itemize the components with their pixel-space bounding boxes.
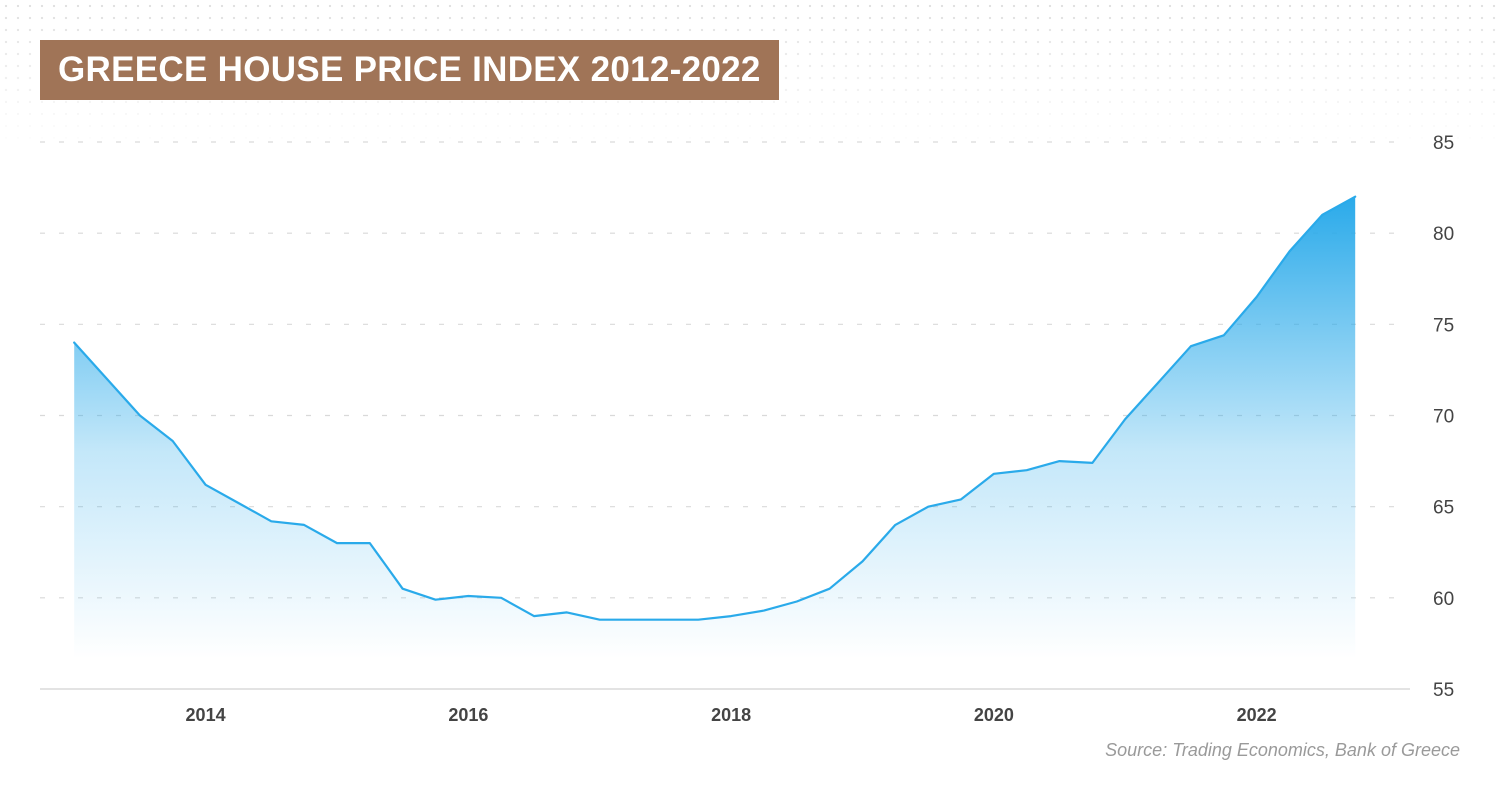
- area-fill: [74, 196, 1356, 659]
- x-axis: 2014 2016 2018 2020 2022: [186, 705, 1277, 725]
- y-tick-label: 65: [1433, 498, 1454, 519]
- y-tick-label: 85: [1433, 133, 1454, 154]
- chart-title: GREECE HOUSE PRICE INDEX 2012-2022: [40, 40, 779, 100]
- y-tick-label: 80: [1433, 224, 1454, 245]
- x-tick-label: 2022: [1237, 705, 1277, 725]
- x-tick-label: 2020: [974, 705, 1014, 725]
- y-axis: 85 80 75 70 65 60 55: [1433, 133, 1454, 701]
- series-line: [73, 195, 1357, 621]
- source-note: Source: Trading Economics, Bank of Greec…: [1105, 740, 1460, 760]
- x-tick-label: 2014: [186, 705, 226, 725]
- y-tick-label: 70: [1433, 407, 1454, 428]
- y-tick-label: 55: [1433, 680, 1454, 701]
- x-tick-label: 2016: [448, 705, 488, 725]
- y-tick-label: 60: [1433, 589, 1454, 610]
- x-tick-label: 2018: [711, 705, 751, 725]
- y-tick-label: 75: [1433, 315, 1454, 336]
